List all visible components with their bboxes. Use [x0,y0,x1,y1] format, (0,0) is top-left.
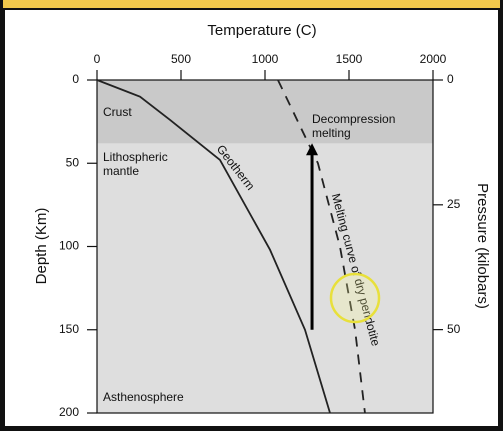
y-axis-title: Depth (Km) [33,208,50,285]
x-tick-label: 2000 [420,52,447,66]
x-tick-label: 1000 [252,52,279,66]
series-line [277,79,366,414]
y-tick-label: 200 [59,405,79,419]
x-tick-label: 1500 [336,52,363,66]
x-axis-title: Temperature (C) [207,22,316,39]
x-tick-label: 500 [171,52,191,66]
y-tick-label: 100 [59,239,79,253]
y2-tick-label: 25 [447,197,461,211]
cursor-highlight [329,272,381,324]
annotation: Crust [103,105,132,119]
annotation: Asthenosphere [103,390,184,404]
y-tick-label: 150 [59,322,79,336]
y2-tick-label: 50 [447,322,461,336]
annotation: melting [312,126,351,140]
top-strip [3,0,500,8]
annotation: Decompression [312,112,395,126]
y-tick-label: 0 [72,72,79,86]
annotation: mantle [103,164,139,178]
band [97,80,433,144]
arrow-head [306,143,319,156]
y2-tick-label: 0 [447,72,454,86]
x-tick-label: 0 [94,52,101,66]
series-line [96,79,331,414]
y2-axis-title: Pressure (kilobars) [474,183,491,309]
annotation: Lithospheric [103,150,168,164]
y-tick-label: 50 [66,155,80,169]
